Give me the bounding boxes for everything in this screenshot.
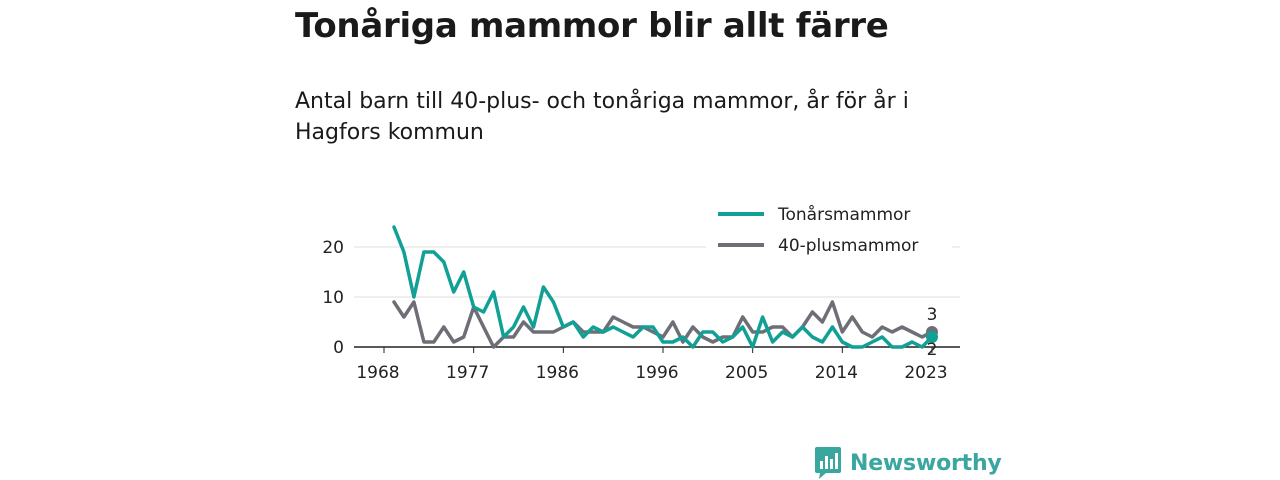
legend-label: 40-plusmammor	[778, 236, 918, 256]
series-lines: 23	[392, 225, 938, 360]
series-line-tonarsmammor	[392, 225, 934, 349]
newsworthy-logo: Newsworthy	[814, 446, 1002, 480]
legend: Tonårsmammor 40-plusmammor	[706, 198, 952, 264]
x-tick-label: 1968	[356, 363, 399, 383]
chart-subtitle: Antal barn till 40-plus- och tonåriga ma…	[295, 89, 909, 145]
y-tick-label: 10	[322, 288, 344, 308]
x-tick-label: 2014	[815, 363, 858, 383]
series-end-point	[926, 331, 938, 343]
x-tick-label: 2023	[904, 363, 947, 383]
legend-label: Tonårsmammor	[777, 204, 910, 225]
y-tick-label: 0	[333, 338, 344, 358]
x-tick-label: 2005	[725, 363, 768, 383]
x-axis: 0 10 20 1968 1977 1986 1996 2005 2014 2023	[322, 238, 960, 383]
newsworthy-icon	[815, 447, 841, 479]
chart-title: Tonåriga mammor blir allt färre	[295, 6, 889, 46]
brand-name: Newsworthy	[850, 450, 1002, 476]
end-value-label: 3	[927, 305, 938, 325]
y-tick-label: 20	[322, 238, 344, 258]
x-tick-label: 1986	[536, 363, 579, 383]
end-value-label: 2	[927, 340, 938, 360]
legend-background	[706, 198, 952, 264]
x-tick-label: 1996	[635, 363, 678, 383]
series-line-fortyplus	[392, 300, 934, 349]
x-tick-label: 1977	[446, 363, 489, 383]
